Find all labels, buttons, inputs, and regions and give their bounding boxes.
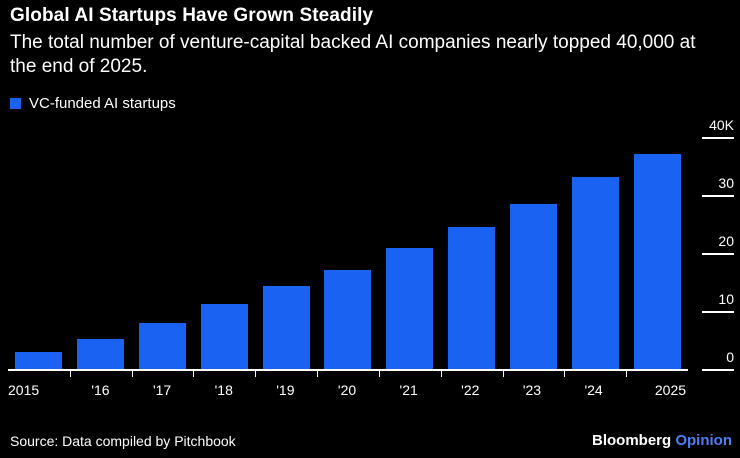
y-tick-dash [702, 253, 734, 255]
bar-'22 [448, 227, 496, 370]
bar-slot [503, 138, 565, 370]
bar-slot [626, 138, 688, 370]
x-tick [69, 371, 71, 377]
bar-slot [8, 138, 70, 370]
bar-2015 [15, 352, 63, 370]
chart-subtitle: The total number of venture-capital back… [10, 32, 696, 77]
plot-area [8, 138, 688, 370]
bar-'19 [262, 286, 310, 370]
y-tick: 40K [702, 117, 734, 139]
brand-bloomberg: Bloomberg [592, 432, 672, 449]
bar-slot [70, 138, 132, 370]
x-axis-label: '19 [276, 382, 295, 398]
bar-'23 [509, 203, 557, 370]
x-tick [378, 371, 380, 377]
legend-label: VC-funded AI startups [29, 95, 176, 112]
y-axis-label: 20 [718, 233, 734, 249]
y-axis: 40K 30 20 10 0 [696, 117, 736, 371]
y-tick: 10 [702, 291, 734, 313]
chart-title: Global AI Startups Have Grown Steadily [10, 5, 374, 26]
bar-'16 [77, 338, 125, 370]
x-axis-label: '20 [337, 382, 357, 398]
y-tick-dash [702, 137, 734, 139]
x-axis-label: 2025 [654, 382, 687, 398]
x-axis-labels: 2015 '16 '17 '18 '19 '20 '21 '22 '23 '24 2025 [8, 382, 688, 398]
x-axis-label: '18 [214, 382, 233, 398]
bar-slot [379, 138, 441, 370]
x-tick [502, 371, 504, 377]
bar-slot [255, 138, 317, 370]
legend-swatch-icon [10, 98, 21, 109]
y-axis-label: 40K [709, 117, 734, 133]
source-note: Source: Data compiled by Pitchbook [10, 433, 236, 449]
bar-'21 [386, 248, 434, 370]
x-tick [564, 371, 566, 377]
bar-'20 [324, 270, 372, 370]
bar-'17 [139, 323, 187, 370]
y-tick: 0 [702, 349, 734, 371]
legend: VC-funded AI startups [10, 95, 176, 112]
y-tick-dash [702, 311, 734, 313]
x-tick [626, 371, 628, 377]
x-axis-baseline [8, 369, 688, 371]
bars-container [8, 138, 688, 370]
y-tick: 30 [702, 175, 734, 197]
bar-slot [132, 138, 194, 370]
bar-slot [441, 138, 503, 370]
bar-slot [564, 138, 626, 370]
x-tick [440, 371, 442, 377]
x-axis-label: '24 [584, 382, 603, 398]
bar-slot [193, 138, 255, 370]
x-axis-label: 2015 [8, 382, 40, 398]
y-axis-label: 10 [718, 291, 734, 307]
x-tick [317, 371, 319, 377]
x-tick [131, 371, 133, 377]
x-axis-label: '21 [399, 382, 418, 398]
x-axis-label: '23 [522, 382, 542, 398]
brand-logo: Bloomberg Opinion [592, 432, 732, 449]
y-tick-dash [702, 369, 734, 371]
x-tick [193, 371, 195, 377]
x-axis-label: '16 [91, 382, 110, 398]
brand-opinion: Opinion [675, 432, 732, 449]
bar-slot [317, 138, 379, 370]
y-tick: 20 [702, 233, 734, 255]
bar-'18 [200, 304, 248, 370]
x-axis-ticks [8, 371, 688, 378]
y-axis-label: 0 [726, 349, 734, 365]
y-axis-label: 30 [718, 175, 734, 191]
y-tick-dash [702, 195, 734, 197]
x-axis-label: '22 [461, 382, 480, 398]
x-tick [255, 371, 257, 377]
bar-2025 [633, 154, 681, 370]
bar-'24 [571, 177, 619, 370]
x-axis-label: '17 [152, 382, 172, 398]
